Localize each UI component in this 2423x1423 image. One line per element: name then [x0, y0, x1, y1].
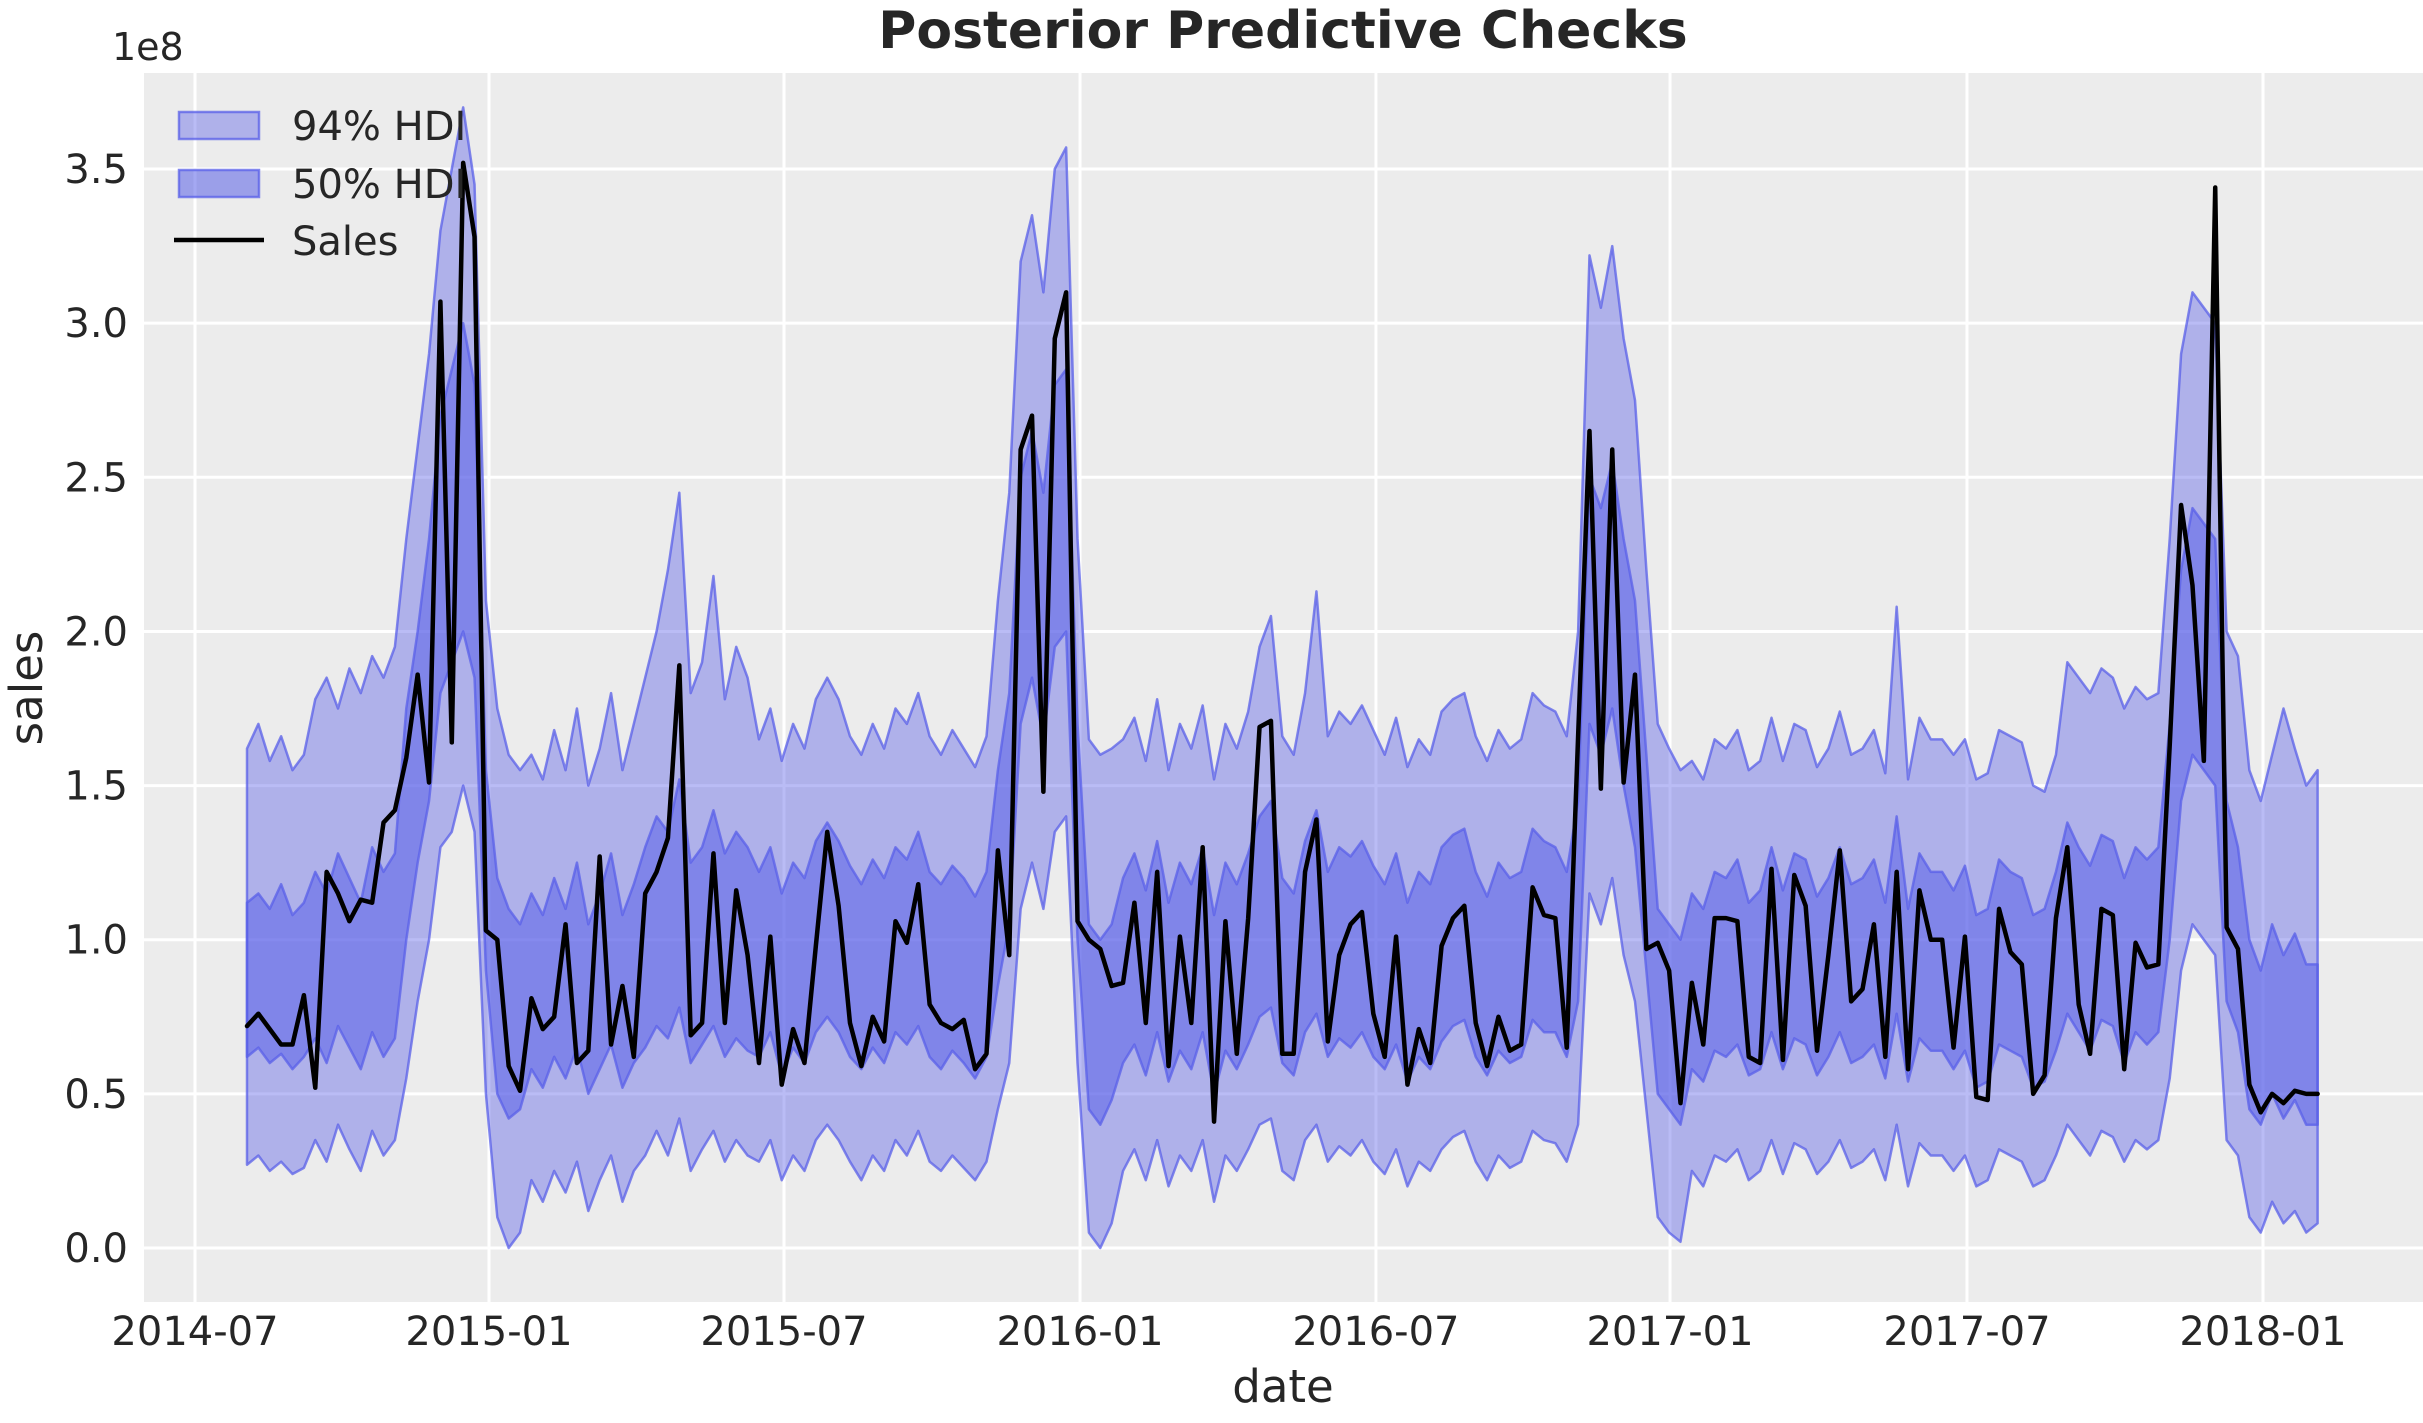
x-tick-label: 2014-07	[111, 1309, 278, 1355]
y-axis-offset-text: 1e8	[112, 25, 184, 69]
y-tick-label: 3.5	[64, 147, 128, 193]
y-tick-label: 0.5	[64, 1072, 128, 1118]
x-tick-label: 2017-07	[1883, 1309, 2050, 1355]
legend-patch-94hdi-icon	[177, 110, 261, 141]
hdi50-band	[245, 321, 2319, 1126]
y-tick-label: 2.0	[64, 609, 128, 655]
legend: 94% HDI 50% HDI Sales	[174, 104, 466, 265]
y-tick-label: 1.0	[64, 918, 128, 964]
legend-label-94hdi: 94% HDI	[292, 104, 466, 150]
x-tick-label: 2016-01	[996, 1309, 1163, 1355]
y-tick-label: 3.0	[64, 301, 128, 347]
x-tick-label: 2017-01	[1586, 1309, 1753, 1355]
x-tick-label: 2016-07	[1292, 1309, 1459, 1355]
x-axis-label: date	[1232, 1360, 1333, 1413]
x-tick-labels: 2014-07 2015-01 2015-07 2016-01 2016-07 2017-…	[111, 1309, 2346, 1355]
y-tick-labels: 0.0 0.5 1.0 1.5 2.0 2.5 3.0 3.5	[64, 147, 128, 1272]
sales-line	[244, 160, 2320, 1124]
hdi-bands	[245, 106, 2319, 1250]
x-tick-label: 2015-07	[700, 1309, 867, 1355]
y-tick-label: 0.0	[64, 1226, 128, 1272]
chart-title: Posterior Predictive Checks	[878, 1, 1688, 61]
x-tick-label: 2015-01	[405, 1309, 572, 1355]
y-tick-label: 2.5	[64, 455, 128, 501]
y-tick-label: 1.5	[64, 764, 128, 810]
legend-label-sales: Sales	[292, 219, 398, 265]
legend-label-50hdi: 50% HDI	[292, 162, 466, 208]
x-tick-label: 2018-01	[2179, 1309, 2346, 1355]
y-axis-label: sales	[0, 631, 53, 746]
legend-patch-50hdi-icon	[177, 168, 261, 199]
